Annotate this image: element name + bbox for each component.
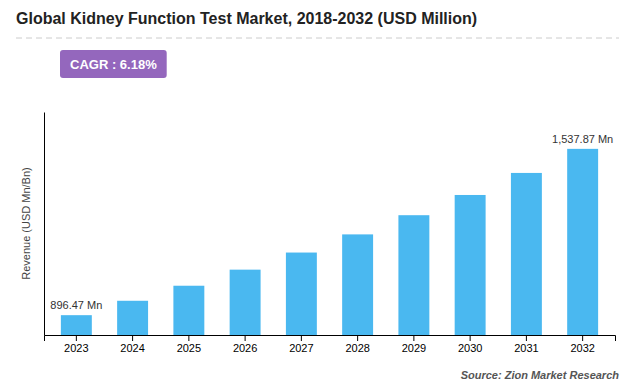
x-tick-mark <box>76 335 77 341</box>
x-tick-mark <box>188 335 189 341</box>
title: Global Kidney Function Test Market, 2018… <box>16 10 477 27</box>
annotation: 1,537.87 Mn <box>552 133 613 145</box>
x-tick-label: 2023 <box>64 342 88 354</box>
x-tick-label: 2025 <box>177 342 201 354</box>
x-tick: 2028 <box>345 335 369 354</box>
x-tick: 2023 <box>64 335 88 354</box>
x-tick: 2029 <box>402 335 426 354</box>
annotation: 896.47 Mn <box>50 299 102 311</box>
subtitle-box: CAGR : 6.18% <box>60 50 167 78</box>
x-tick-label: 2024 <box>120 342 144 354</box>
bar <box>567 149 598 335</box>
x-tick-label: 2031 <box>514 342 538 354</box>
x-tick-label: 2029 <box>402 342 426 354</box>
x-tick: 2031 <box>514 335 538 354</box>
x-tick: 2027 <box>289 335 313 354</box>
x-tick-mark <box>470 335 471 341</box>
subtitle-background <box>60 50 167 78</box>
x-tick-mark <box>301 335 302 341</box>
x-tick-mark <box>413 335 414 341</box>
x-tick-label: 2032 <box>570 342 594 354</box>
annotations: 896.47 Mn 1,537.87 Mn <box>50 133 613 311</box>
x-tick: 2024 <box>120 335 144 354</box>
y-axis-title: Revenue (USD Mn/Bn) <box>20 167 32 280</box>
x-tick: 2030 <box>458 335 482 354</box>
bar <box>511 173 542 335</box>
bar <box>455 195 486 335</box>
x-tick-label: 2026 <box>233 342 257 354</box>
plot: 2023 2024 2025 2026 2027 2028 2029 2030 2031 2032… <box>20 113 616 354</box>
title-divider <box>16 38 619 39</box>
x-tick-label: 2030 <box>458 342 482 354</box>
x-tick-mark <box>582 335 583 341</box>
x-axis: 2023 2024 2025 2026 2027 2028 2029 2030 2031 2032 <box>45 335 616 354</box>
source: Source: Zion Market Research <box>461 369 620 381</box>
bar <box>173 286 204 335</box>
x-axis-line <box>45 336 616 342</box>
y-axis <box>44 113 45 336</box>
bars <box>61 149 598 335</box>
x-tick-mark <box>245 335 246 341</box>
x-tick-mark <box>357 335 358 341</box>
x-tick: 2026 <box>233 335 257 354</box>
y-axis-line <box>44 113 45 336</box>
x-tick: 2032 <box>570 335 594 354</box>
bar <box>286 253 317 335</box>
x-tick: 2025 <box>177 335 201 354</box>
bar <box>398 215 429 335</box>
x-tick-label: 2027 <box>289 342 313 354</box>
bar <box>342 234 373 335</box>
bar <box>230 270 261 335</box>
subtitle: CAGR : 6.18% <box>70 57 157 72</box>
chart: Global Kidney Function Test Market, 2018… <box>0 0 635 387</box>
bar <box>61 315 92 335</box>
x-tick-label: 2028 <box>345 342 369 354</box>
bar <box>117 301 148 335</box>
x-tick-mark <box>132 335 133 341</box>
x-tick-mark <box>526 335 527 341</box>
